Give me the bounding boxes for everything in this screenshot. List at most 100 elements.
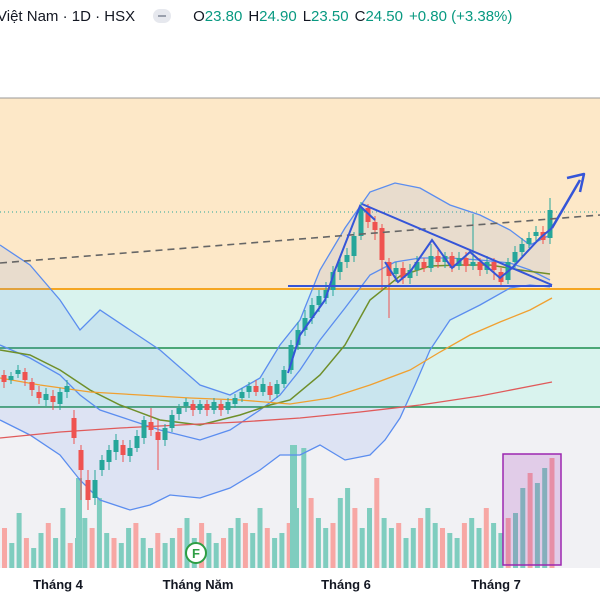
volume-bar [549, 458, 555, 568]
volume-bar [82, 518, 88, 568]
volume-bar [155, 533, 161, 568]
moving-average-mid [0, 297, 553, 405]
candle-body [519, 244, 525, 252]
candle [64, 380, 70, 398]
candle-body [218, 404, 224, 410]
candle [344, 248, 350, 268]
candle [43, 388, 49, 406]
volume-bar [133, 523, 139, 568]
candle-body [414, 262, 420, 270]
candle-body [316, 296, 322, 305]
chart-header: Việt Nam · 1D · HSX O 23.80 H 24.90 L 23.50… [0, 0, 600, 32]
candle [99, 455, 105, 476]
candle-body [141, 420, 147, 438]
volume-bar [221, 538, 226, 568]
candle-body [309, 305, 315, 318]
candle-body [36, 392, 42, 398]
candle-body [477, 262, 483, 270]
candle-body [267, 386, 273, 395]
volume-bar [140, 538, 146, 568]
moving-average-long [0, 381, 553, 439]
volume-bar [16, 513, 22, 568]
candle [134, 430, 140, 452]
resistance-zone [0, 98, 600, 289]
volume-bar [67, 543, 73, 568]
candle [274, 380, 280, 398]
candle-body [463, 258, 469, 266]
candle-body [197, 404, 203, 410]
candle [22, 368, 28, 386]
volume-bar [425, 508, 431, 568]
low-value: 23.50 [311, 7, 349, 25]
collapse-legend-button[interactable] [153, 9, 172, 23]
change-value: +0.80 (+3.38%) [408, 7, 513, 25]
candle-body [246, 386, 252, 392]
candle [330, 266, 336, 296]
volume-bar [534, 483, 540, 568]
candle [253, 380, 259, 396]
candle [547, 198, 553, 244]
volume-bar [250, 533, 256, 568]
volume-bar [169, 538, 175, 568]
breakout-arrow-shaft [550, 179, 582, 229]
candle [57, 388, 63, 410]
candle-body [274, 384, 280, 394]
tick-label-may: Tháng Năm [163, 577, 234, 592]
candle-body [43, 394, 49, 400]
candle-body [533, 232, 539, 236]
candle [211, 398, 217, 414]
volume-bar [330, 523, 336, 568]
volume-bar [279, 533, 285, 568]
candle-body [281, 370, 287, 384]
volume-spike [290, 445, 297, 568]
symbol-title[interactable]: Việt Nam · 1D · HSX [0, 7, 136, 25]
bollinger-lower-line [0, 284, 551, 511]
candle-body [512, 252, 518, 262]
volume-bar [272, 538, 278, 568]
tick-label-july: Tháng 7 [471, 577, 521, 592]
candle-body [547, 210, 553, 238]
candle-body [169, 415, 175, 428]
volume-bar [447, 533, 453, 568]
candle-body [211, 402, 217, 410]
close-label: C [354, 7, 366, 25]
candle-body [176, 408, 182, 414]
candle-body [64, 386, 70, 392]
volume-bar [454, 538, 460, 568]
candle-body [421, 262, 427, 268]
volume-bar [410, 528, 416, 568]
volume-bar [520, 488, 526, 568]
candle-body [435, 256, 441, 262]
volume-spike-april [76, 478, 82, 568]
candle-body [99, 460, 105, 470]
volume-bar [403, 538, 409, 568]
volume-bar [235, 518, 241, 568]
candle [470, 214, 476, 270]
candle [8, 372, 14, 384]
candle-body [78, 450, 84, 470]
volume-bar [469, 518, 475, 568]
candle-body [295, 330, 301, 345]
volume-bar [301, 448, 307, 568]
volume-bars [2, 445, 562, 568]
volume-bar [352, 508, 358, 568]
candle-body [204, 404, 210, 410]
candle [78, 445, 84, 500]
candle [260, 378, 266, 396]
tick-label-june: Tháng 6 [321, 577, 371, 592]
candle-body [365, 208, 371, 222]
open-label: O [193, 7, 205, 25]
volume-bar [148, 548, 153, 568]
volume-bar [491, 523, 497, 568]
candle-body [358, 208, 364, 236]
candle-body [134, 436, 140, 448]
candle-body [120, 445, 126, 455]
candle-body [92, 480, 98, 498]
candle [400, 262, 406, 284]
earnings-marker[interactable]: F [185, 542, 207, 564]
volume-bar [396, 523, 402, 568]
volume-bar [9, 543, 15, 568]
high-label: H [248, 7, 260, 25]
candle [183, 398, 189, 412]
